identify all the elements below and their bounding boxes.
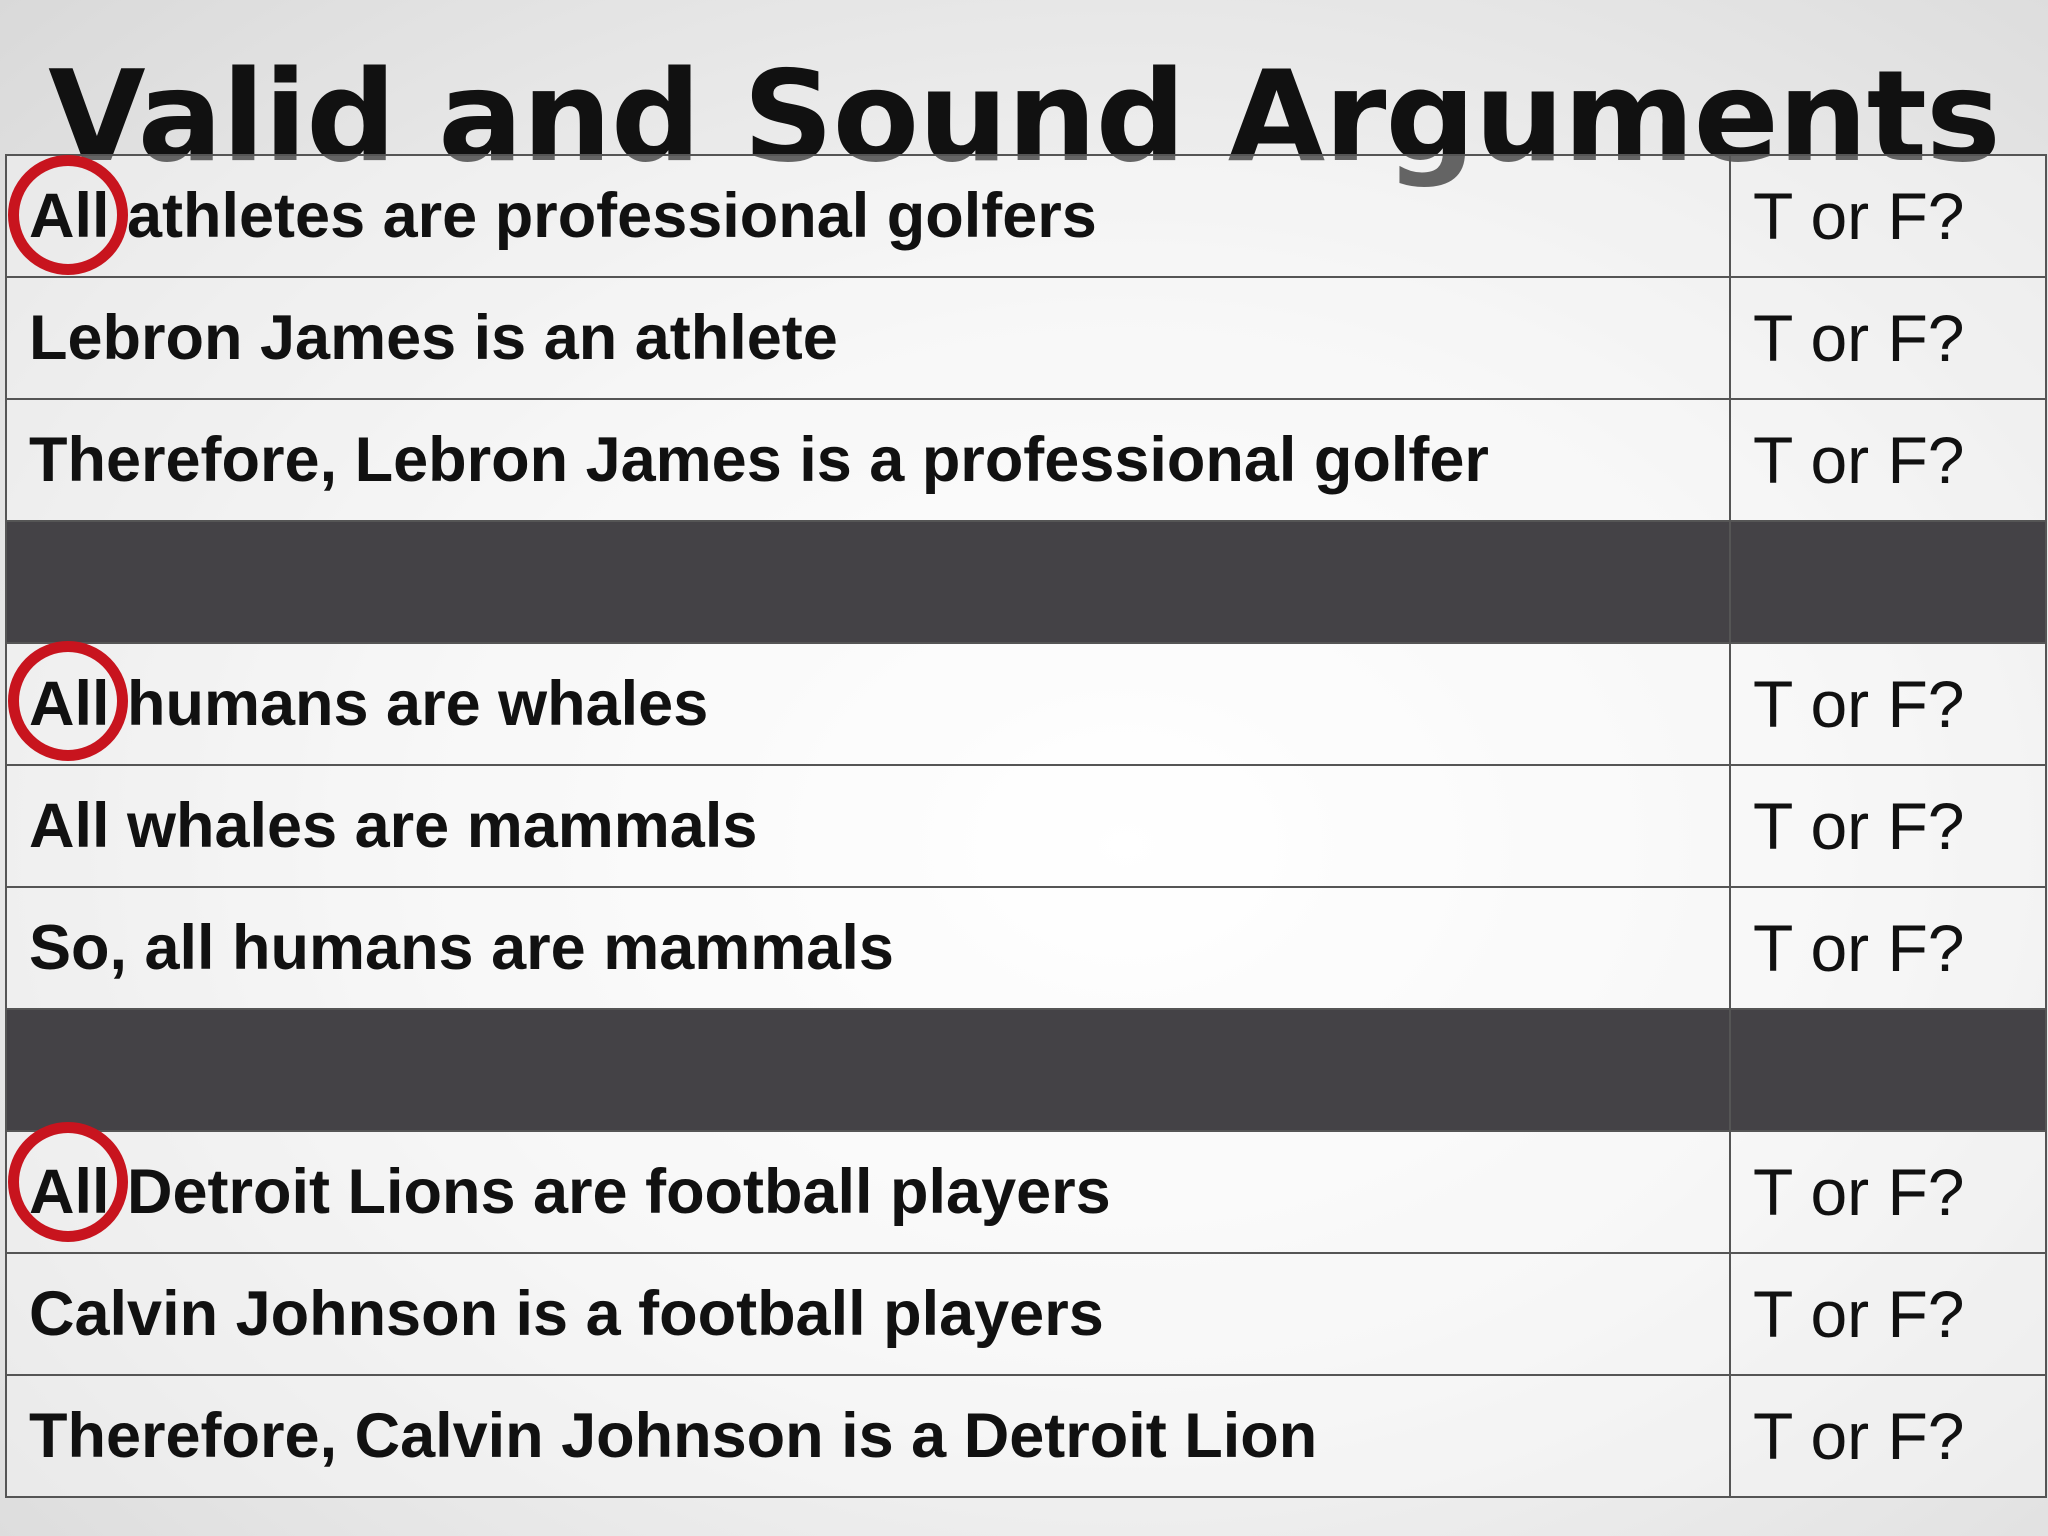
statement-cell: Lebron James is an athlete — [5, 276, 1731, 400]
separator-cell — [5, 520, 1731, 644]
answer-cell: T or F? — [1729, 276, 2047, 400]
statement-cell: All Detroit Lions are football players — [5, 1130, 1731, 1254]
separator-cell — [1729, 1008, 2047, 1132]
table-row: So, all humans are mammals T or F? — [5, 886, 2047, 1010]
statement-cell: So, all humans are mammals — [5, 886, 1731, 1010]
answer-cell: T or F? — [1729, 642, 2047, 766]
separator-row — [5, 520, 2047, 644]
table-row: All whales are mammals T or F? — [5, 764, 2047, 888]
statement-cell: All humans are whales — [5, 642, 1731, 766]
statement-cell: Therefore, Lebron James is a professiona… — [5, 398, 1731, 522]
separator-cell — [1729, 520, 2047, 644]
separator-row — [5, 1008, 2047, 1132]
table-row: All Detroit Lions are football players T… — [5, 1130, 2047, 1254]
answer-cell: T or F? — [1729, 764, 2047, 888]
statement-cell: All whales are mammals — [5, 764, 1731, 888]
answer-cell: T or F? — [1729, 1252, 2047, 1376]
circle-annotation-3 — [8, 1122, 128, 1242]
statement-cell: Calvin Johnson is a football players — [5, 1252, 1731, 1376]
statement-cell: Therefore, Calvin Johnson is a Detroit L… — [5, 1374, 1731, 1498]
circle-annotation-2 — [8, 641, 128, 761]
answer-cell: T or F? — [1729, 398, 2047, 522]
table-row: All humans are whales T or F? — [5, 642, 2047, 766]
table-row: Calvin Johnson is a football players T o… — [5, 1252, 2047, 1376]
answer-cell: T or F? — [1729, 1374, 2047, 1498]
circle-annotation-1 — [8, 155, 128, 275]
answer-cell: T or F? — [1729, 886, 2047, 1010]
statement-cell: All athletes are professional golfers — [5, 154, 1731, 278]
separator-cell — [5, 1008, 1731, 1132]
table-row: Lebron James is an athlete T or F? — [5, 276, 2047, 400]
table-row: Therefore, Calvin Johnson is a Detroit L… — [5, 1374, 2047, 1498]
answer-cell: T or F? — [1729, 154, 2047, 278]
arguments-table: All athletes are professional golfers T … — [5, 154, 2047, 1498]
answer-cell: T or F? — [1729, 1130, 2047, 1254]
table-row: All athletes are professional golfers T … — [5, 154, 2047, 278]
table-row: Therefore, Lebron James is a professiona… — [5, 398, 2047, 522]
